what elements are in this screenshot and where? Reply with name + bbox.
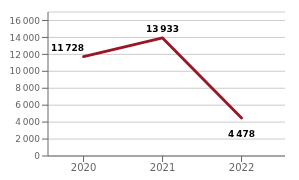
svg-text:4 000: 4 000 (15, 117, 40, 127)
svg-text:2 000: 2 000 (15, 134, 40, 144)
svg-text:13 933: 13 933 (146, 24, 179, 34)
svg-text:10 000: 10 000 (10, 66, 41, 76)
svg-text:11 728: 11 728 (51, 43, 84, 53)
svg-text:6 000: 6 000 (15, 100, 40, 110)
svg-text:12 000: 12 000 (10, 50, 41, 60)
svg-text:8 000: 8 000 (15, 83, 40, 93)
svg-text:4 478: 4 478 (228, 129, 255, 139)
svg-text:2020: 2020 (71, 162, 96, 173)
svg-text:16 000: 16 000 (10, 16, 41, 26)
svg-text:2021: 2021 (150, 162, 175, 173)
svg-text:2022: 2022 (229, 162, 254, 173)
svg-text:0: 0 (34, 151, 40, 161)
svg-text:14 000: 14 000 (10, 33, 41, 43)
